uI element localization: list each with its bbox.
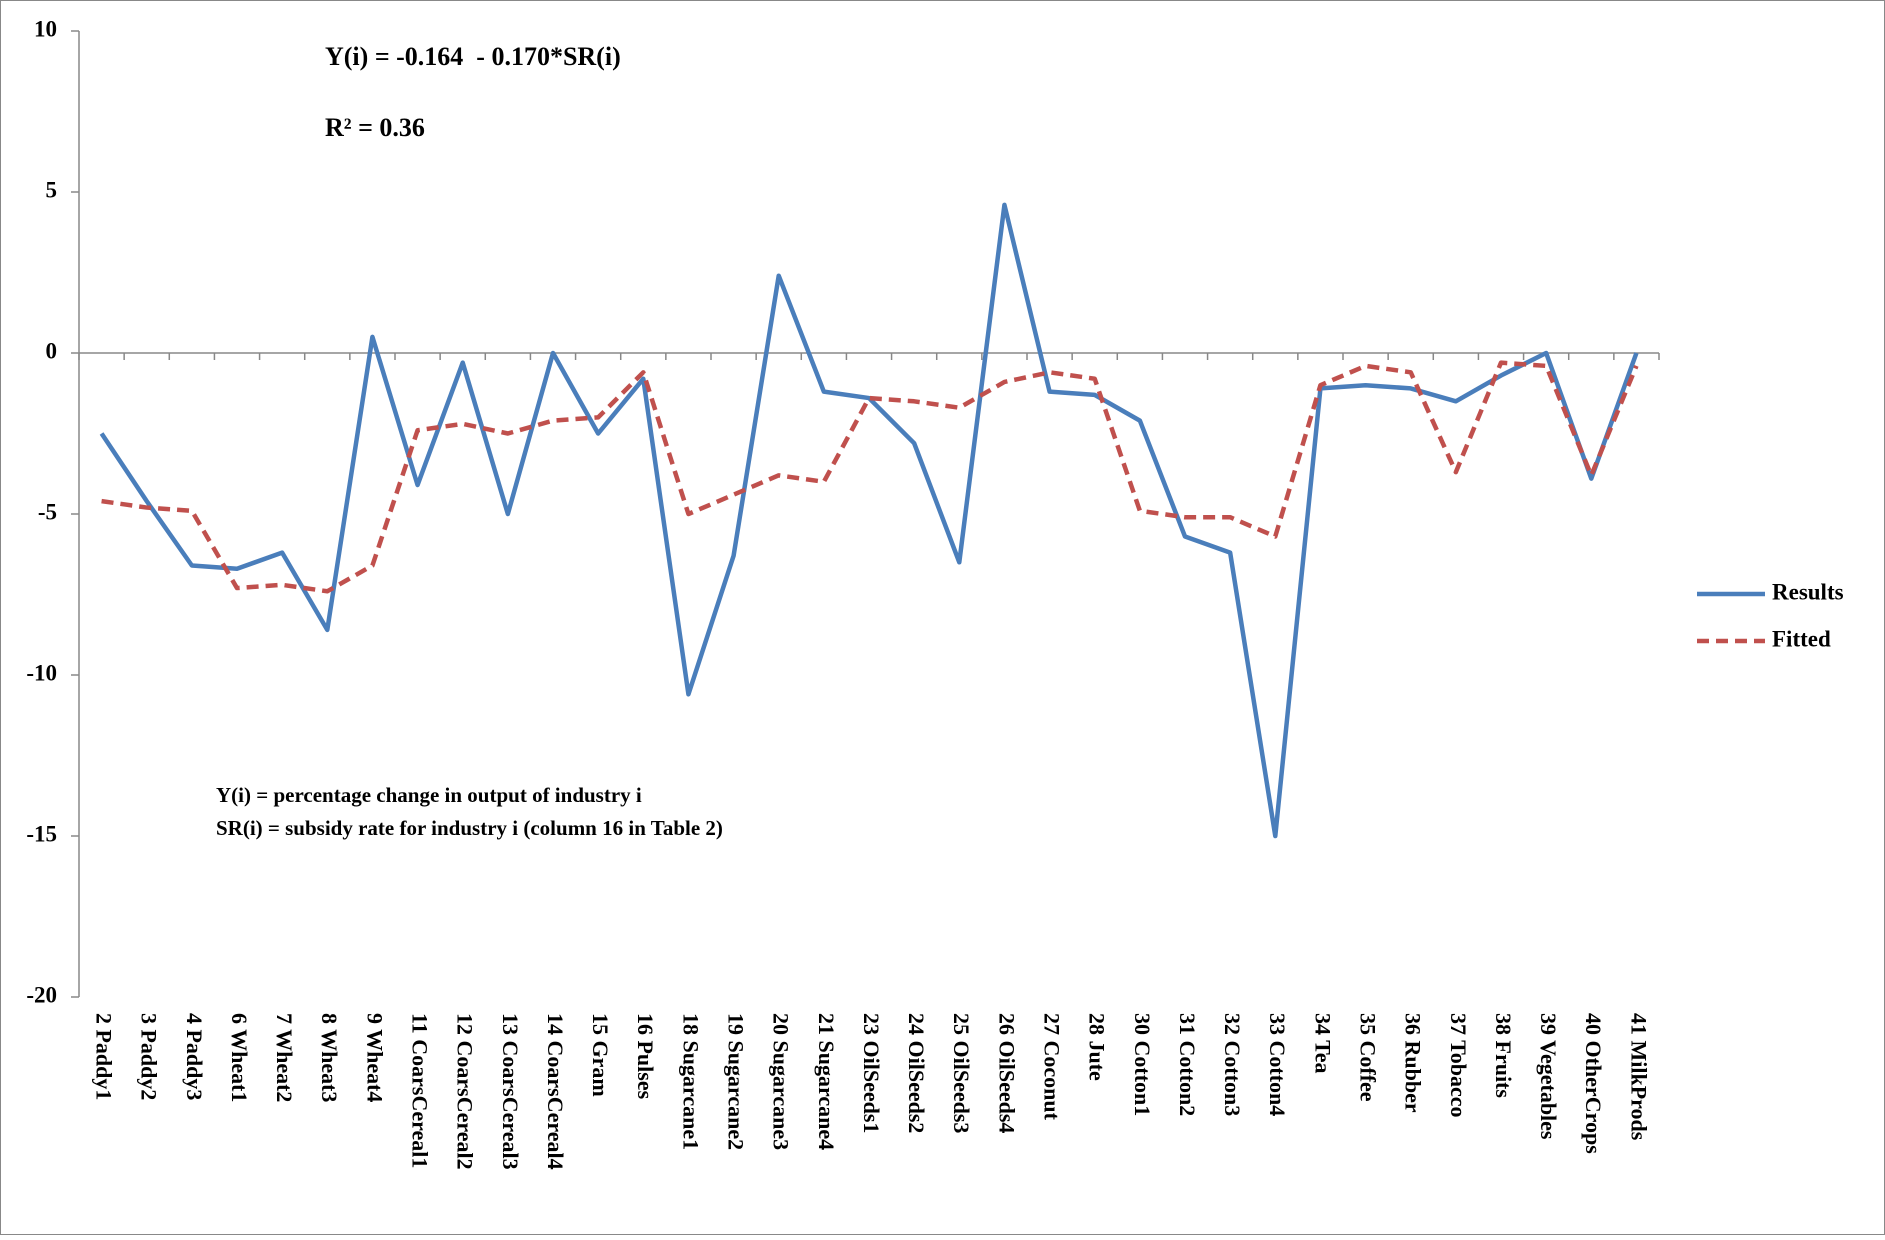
x-tick-label: 7 Wheat2 bbox=[272, 1013, 297, 1102]
y-tick-label: -5 bbox=[38, 499, 57, 524]
x-tick-label: 41 MilkProds bbox=[1626, 1013, 1651, 1141]
x-tick-label: 33 Cotton4 bbox=[1265, 1013, 1290, 1116]
y-tick-label: 0 bbox=[46, 338, 58, 363]
x-tick-label: 14 CoarsCereal4 bbox=[543, 1013, 568, 1170]
x-tick-label: 23 OilSeeds1 bbox=[859, 1013, 884, 1133]
x-tick-label: 2 Paddy1 bbox=[92, 1013, 117, 1100]
x-tick-label: 13 CoarsCereal3 bbox=[498, 1013, 523, 1170]
series-line bbox=[101, 360, 1639, 594]
x-tick-label: 35 Coffee bbox=[1356, 1013, 1381, 1102]
x-tick-label: 31 Cotton2 bbox=[1175, 1013, 1200, 1116]
y-tick-label: 5 bbox=[46, 177, 58, 202]
r-squared: R² = 0.36 bbox=[325, 113, 425, 142]
x-tick-label: 40 OtherCrops bbox=[1581, 1013, 1606, 1154]
x-tick-label: 30 Cotton1 bbox=[1130, 1013, 1155, 1116]
x-tick-label: 21 Sugarcane4 bbox=[814, 1013, 839, 1150]
x-tick-label: 4 Paddy3 bbox=[182, 1013, 207, 1100]
x-tick-label: 9 Wheat4 bbox=[362, 1013, 387, 1102]
series-line bbox=[99, 202, 1639, 839]
equation: Y(i) = -0.164 - 0.170*SR(i) bbox=[325, 42, 621, 71]
legend-label: Fitted bbox=[1772, 626, 1831, 651]
x-tick-label: 24 OilSeeds2 bbox=[904, 1013, 929, 1133]
note: SR(i) = subsidy rate for industry i (col… bbox=[216, 816, 723, 840]
x-tick-label: 25 OilSeeds3 bbox=[949, 1013, 974, 1133]
x-tick-label: 37 Tobacco bbox=[1446, 1013, 1471, 1118]
x-tick-label: 15 Gram bbox=[588, 1013, 613, 1097]
x-tick-label: 6 Wheat1 bbox=[227, 1013, 252, 1102]
x-tick-label: 39 Vegetables bbox=[1536, 1013, 1561, 1140]
y-tick-label: -10 bbox=[26, 660, 57, 685]
x-tick-label: 12 CoarsCereal2 bbox=[453, 1013, 478, 1170]
note: Y(i) = percentage change in output of in… bbox=[216, 783, 642, 807]
x-tick-label: 3 Paddy2 bbox=[137, 1013, 162, 1100]
x-tick-label: 16 Pulses bbox=[633, 1013, 658, 1100]
x-tick-label: 26 OilSeeds4 bbox=[994, 1013, 1019, 1133]
x-tick-label: 34 Tea bbox=[1310, 1013, 1335, 1074]
legend-label: Results bbox=[1772, 579, 1844, 604]
x-tick-label: 38 Fruits bbox=[1491, 1013, 1516, 1098]
x-tick-label: 32 Cotton3 bbox=[1220, 1013, 1245, 1116]
x-tick-label: 19 Sugarcane2 bbox=[724, 1013, 749, 1150]
x-tick-label: 11 CoarsCereal1 bbox=[408, 1013, 433, 1168]
x-tick-label: 18 Sugarcane1 bbox=[678, 1013, 703, 1150]
x-tick-label: 36 Rubber bbox=[1401, 1013, 1426, 1113]
x-tick-label: 28 Jute bbox=[1085, 1013, 1110, 1081]
x-tick-label: 20 Sugarcane3 bbox=[769, 1013, 794, 1150]
y-tick-label: -20 bbox=[26, 982, 57, 1007]
y-tick-label: -15 bbox=[26, 821, 57, 846]
y-tick-label: 10 bbox=[34, 16, 57, 41]
x-tick-label: 8 Wheat3 bbox=[317, 1013, 342, 1102]
x-tick-label: 27 Coconut bbox=[1040, 1013, 1065, 1121]
